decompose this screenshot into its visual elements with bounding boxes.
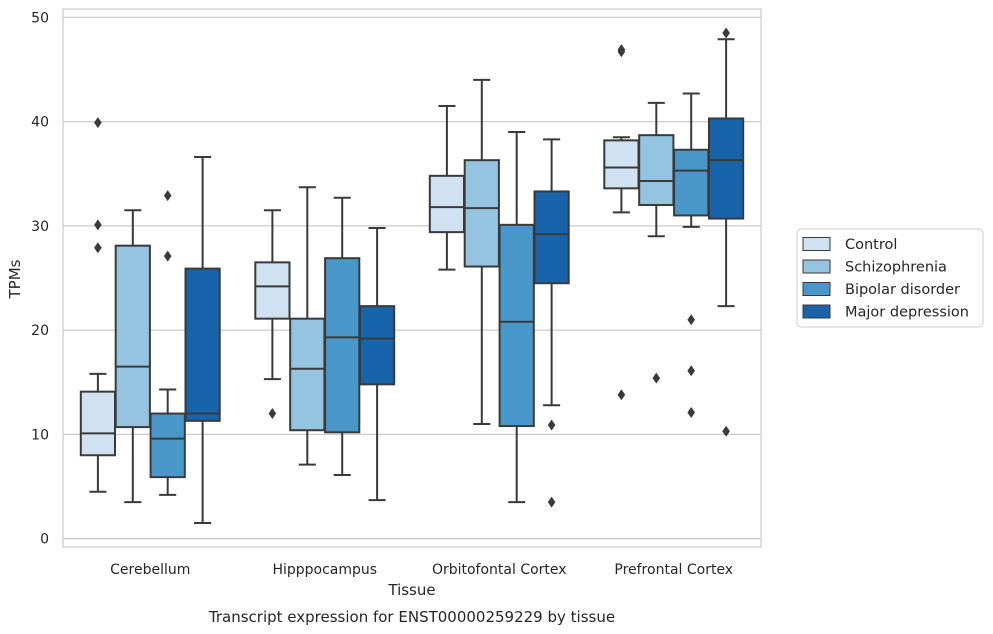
legend-swatch-3: [802, 304, 831, 319]
box-1-2: [324, 196, 361, 477]
outlier-point: [687, 314, 695, 326]
y-tick-label-10: 10: [31, 427, 49, 443]
box-0-1: [114, 209, 151, 504]
y-tick-label-0: 0: [40, 532, 49, 548]
legend-swatch-2: [802, 282, 831, 296]
box-body: [289, 317, 326, 432]
legend-frame: [796, 228, 984, 328]
box-body: [149, 412, 186, 479]
boxes: [79, 27, 745, 525]
box-1-0: [254, 209, 291, 420]
box-3-0: [603, 44, 640, 401]
outlier-point: [268, 408, 277, 420]
box-0-3: [184, 156, 221, 525]
legend-swatch-1: [802, 259, 831, 274]
box-body: [673, 148, 710, 217]
y-axis-ticks: 0 10 20 30 40 50: [31, 10, 49, 547]
outlier-point: [94, 219, 102, 231]
outlier-point: [163, 190, 172, 202]
box-3-1: [638, 101, 675, 384]
box-body: [324, 257, 361, 434]
box-body: [184, 267, 221, 422]
box-body: [707, 117, 745, 220]
box-3-3: [707, 27, 745, 437]
outlier-point: [687, 365, 695, 377]
box-body: [638, 134, 675, 207]
y-tick-label-40: 40: [31, 115, 49, 131]
box-body: [114, 244, 151, 429]
box-0-0: [79, 117, 117, 493]
outlier-point: [547, 419, 556, 431]
box-2-2: [498, 131, 535, 504]
x-tick-label-0: Cerebellum: [110, 562, 190, 578]
box-0-2: [149, 190, 186, 496]
outlier-point: [687, 407, 695, 418]
box-body: [79, 390, 117, 457]
outlier-point: [547, 496, 556, 508]
box-1-3: [358, 226, 396, 502]
x-axis-ticks: Cerebellum Hipppocampus Orbitofontal Corte…: [110, 562, 733, 578]
box-body: [358, 305, 396, 386]
outlier-point: [652, 372, 661, 384]
box-body: [533, 190, 570, 285]
x-tick-label-1: Hipppocampus: [272, 562, 377, 578]
x-axis-label: Tissue: [387, 581, 435, 599]
box-2-1: [463, 78, 500, 425]
y-axis-label: TPMs: [6, 259, 24, 299]
outlier-point: [722, 27, 730, 39]
outlier-point: [617, 389, 626, 401]
legend-label-0: Control: [845, 237, 897, 253]
y-tick-label-50: 50: [31, 10, 49, 26]
x-tick-label-3: Prefrontal Cortex: [614, 562, 733, 578]
plot-frame: [62, 8, 762, 548]
y-tick-label-30: 30: [31, 219, 49, 235]
x-tick-label-2: Orbitofontal Cortex: [432, 562, 567, 578]
outlier-point: [617, 44, 626, 56]
outlier-point: [722, 425, 730, 437]
legend-label-3: Major depression: [845, 305, 969, 321]
legend: Control Schizophrenia Bipolar disorder Majo…: [796, 228, 984, 328]
outlier-point: [94, 117, 102, 129]
box-2-3: [533, 138, 570, 508]
chart-caption: Transcript expression for ENST0000025922…: [208, 608, 615, 626]
box-body: [254, 261, 291, 320]
box-body: [603, 139, 640, 190]
y-tick-label-20: 20: [31, 323, 49, 339]
box-body: [463, 159, 500, 268]
box-3-2: [673, 92, 710, 418]
box-body: [498, 223, 535, 428]
legend-swatch-0: [802, 237, 831, 251]
legend-label-2: Bipolar disorder: [845, 282, 960, 298]
outlier-point: [94, 242, 102, 254]
legend-label-1: Schizophrenia: [845, 260, 947, 276]
outlier-point: [163, 250, 172, 262]
box-body: [428, 174, 466, 234]
